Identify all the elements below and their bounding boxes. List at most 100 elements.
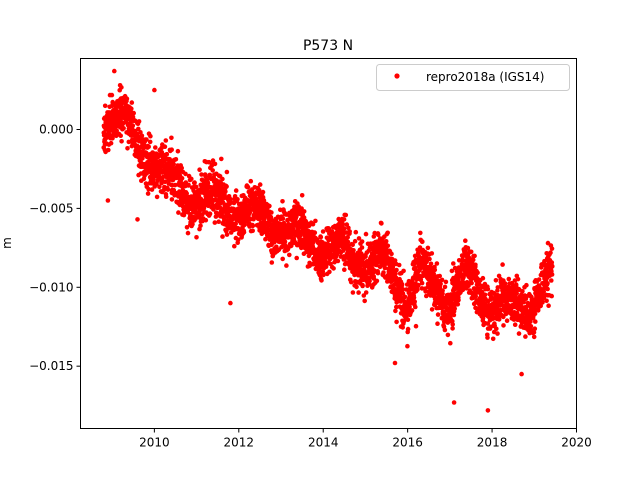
data-point (135, 217, 140, 222)
data-point (194, 235, 199, 240)
data-point (216, 219, 221, 224)
data-point (432, 267, 438, 273)
y-tick-label: −0.005 (29, 201, 73, 215)
data-point (340, 222, 346, 227)
y-axis-label: m (0, 237, 14, 249)
data-point (152, 87, 157, 93)
data-point (528, 324, 534, 329)
data-point (169, 147, 174, 152)
data-point (346, 225, 351, 231)
data-point (224, 232, 230, 237)
data-point (452, 306, 458, 311)
data-point (193, 184, 199, 190)
data-point (443, 279, 449, 285)
data-point (435, 321, 440, 327)
data-point (207, 211, 213, 217)
data-point (119, 139, 124, 144)
data-point (312, 230, 318, 235)
data-point (280, 256, 286, 262)
data-point (480, 315, 486, 321)
data-point (146, 186, 151, 192)
data-point (442, 327, 448, 333)
data-point (435, 312, 441, 317)
y-tick-label: −0.015 (29, 359, 73, 373)
data-point (345, 239, 351, 245)
data-point (267, 203, 272, 209)
x-tick-label: 2020 (561, 436, 592, 450)
data-point (513, 282, 519, 287)
data-point (494, 326, 499, 332)
data-point (514, 291, 519, 296)
y-tick-label: −0.010 (29, 280, 73, 294)
data-point (495, 285, 501, 290)
data-point (321, 272, 326, 278)
data-point (516, 331, 522, 336)
data-point (352, 272, 357, 278)
data-point (165, 187, 171, 192)
data-point (523, 306, 529, 312)
data-point (245, 184, 251, 190)
data-point (299, 193, 305, 198)
data-point (400, 287, 406, 292)
data-point (442, 284, 448, 290)
data-point (423, 289, 428, 294)
data-point (504, 318, 510, 324)
data-point (445, 332, 451, 338)
data-point (359, 239, 365, 244)
data-point (169, 135, 174, 141)
data-point (469, 280, 474, 286)
data-point (549, 272, 555, 277)
data-point (465, 245, 471, 251)
data-point (129, 100, 135, 105)
data-point (473, 294, 479, 299)
data-point (455, 302, 461, 307)
data-point (449, 268, 455, 274)
data-point (169, 197, 175, 202)
y-tick-label: 0.000 (39, 123, 73, 137)
data-point (402, 294, 408, 300)
data-point (220, 176, 225, 182)
chart-title: P573 N (303, 38, 353, 54)
data-point (393, 308, 398, 314)
data-point (485, 335, 490, 340)
data-point (427, 256, 432, 262)
data-point (118, 133, 123, 138)
data-point (412, 299, 418, 304)
data-point (284, 263, 289, 268)
data-point (434, 261, 440, 266)
data-point (199, 172, 204, 177)
data-point (198, 223, 203, 229)
data-point (367, 278, 372, 284)
data-point (392, 360, 398, 366)
data-point (233, 221, 238, 226)
data-point (500, 262, 505, 267)
data-point (162, 179, 168, 185)
data-point (224, 169, 230, 175)
data-point (310, 221, 316, 227)
data-point (429, 251, 435, 256)
data-point (256, 187, 262, 193)
data-point (157, 184, 162, 190)
data-point (549, 293, 554, 299)
plot-frame (80, 58, 577, 429)
legend-box (376, 64, 570, 91)
data-point (179, 176, 185, 181)
data-point (136, 126, 141, 132)
data-point (394, 319, 399, 325)
data-point (228, 300, 233, 306)
x-tick-label: 2018 (477, 436, 508, 450)
data-point (495, 331, 500, 336)
data-point (272, 240, 277, 245)
x-axis: 2010 2012 2014 2016 2018 2020 (139, 428, 592, 450)
data-point (171, 161, 176, 167)
data-point (235, 237, 241, 242)
data-point (375, 270, 381, 276)
data-point (400, 291, 406, 296)
data-point (472, 253, 477, 259)
data-point (126, 139, 132, 145)
data-point (125, 146, 130, 151)
data-point (345, 234, 351, 240)
data-point (280, 199, 285, 204)
data-point (341, 226, 347, 231)
